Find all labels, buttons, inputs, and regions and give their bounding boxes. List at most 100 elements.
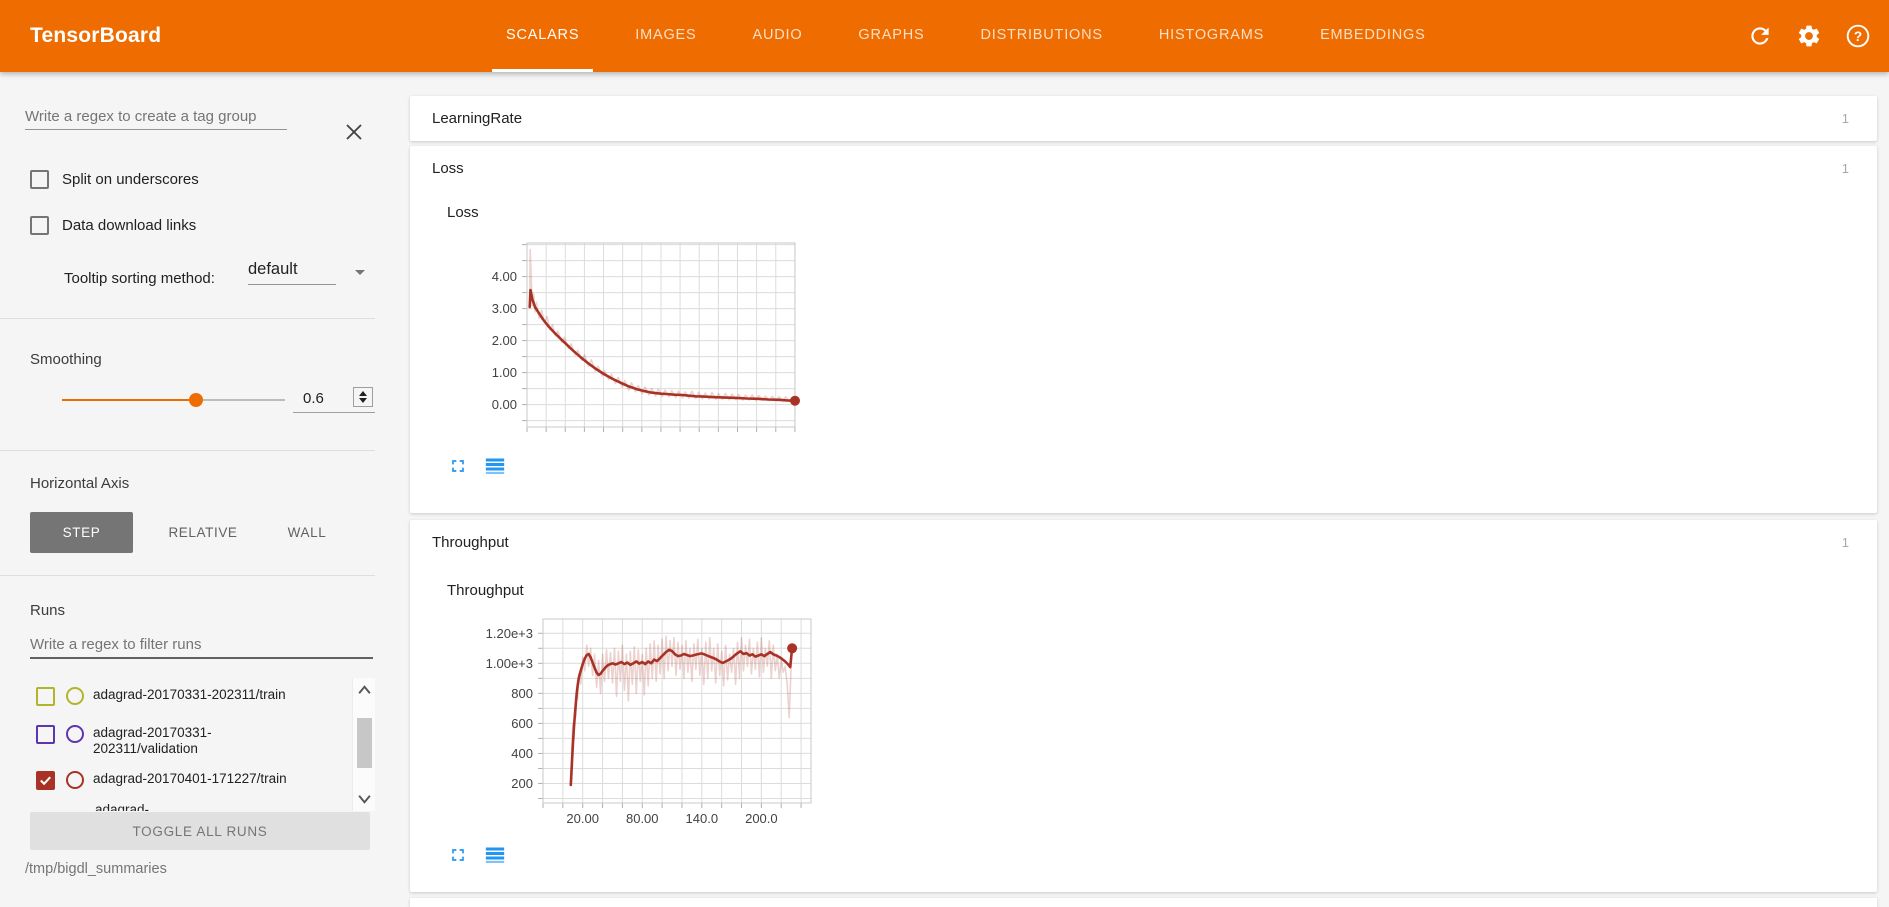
tab-embeddings[interactable]: EMBEDDINGS: [1320, 26, 1426, 43]
smoothing-value-field[interactable]: 0.6: [293, 386, 375, 413]
run-row[interactable]: adagrad-20170331-202311/validation: [30, 725, 308, 757]
section-card-loss: Loss 1 Loss 0.00 1.00 2.00 3.00 4.00: [410, 146, 1877, 513]
section-header[interactable]: LearningRate 1: [410, 96, 1877, 141]
run-name: adagrad-: [95, 802, 150, 811]
tooltip-sorting-label: Tooltip sorting method:: [64, 270, 215, 287]
divider: [0, 450, 375, 451]
smoothing-label: Smoothing: [30, 351, 102, 368]
log-directory-path: /tmp/bigdl_summaries: [25, 861, 167, 877]
run-color-circle-icon: [66, 725, 84, 743]
svg-text:200: 200: [511, 776, 533, 791]
runs-list: adagrad-20170331-202311/train adagrad-20…: [30, 678, 375, 811]
clear-filter-icon[interactable]: [344, 122, 364, 142]
scroll-up-icon[interactable]: [357, 684, 372, 696]
svg-text:2.00: 2.00: [492, 333, 517, 348]
expand-chart-icon[interactable]: [448, 845, 468, 865]
scrollbar-thumb[interactable]: [357, 718, 372, 768]
runs-regex-input[interactable]: [30, 632, 373, 659]
chart-title: Throughput: [447, 582, 524, 599]
run-row[interactable]: adagrad-20170331-202311/train: [30, 687, 308, 706]
header-icons: ?: [1747, 0, 1871, 72]
smoothing-slider[interactable]: [62, 393, 285, 407]
run-color-circle-icon: [66, 771, 84, 789]
toggle-all-runs-button[interactable]: TOGGLE ALL RUNS: [30, 812, 370, 850]
run-selector-stripes-icon[interactable]: [485, 456, 505, 476]
section-card-learningrate: LearningRate 1: [410, 96, 1877, 141]
section-count-badge: 1: [1841, 111, 1849, 126]
sidebar: Split on underscores Data download links…: [0, 72, 375, 907]
section-title: LearningRate: [432, 110, 523, 127]
axis-step-button[interactable]: STEP: [30, 512, 133, 553]
svg-text:4.00: 4.00: [492, 269, 517, 284]
smoothing-value: 0.6: [303, 390, 324, 407]
svg-text:200.0: 200.0: [745, 811, 778, 826]
run-name: adagrad-20170331-202311/validation: [93, 725, 212, 756]
help-icon[interactable]: ?: [1845, 23, 1871, 49]
horizontal-axis-label: Horizontal Axis: [30, 475, 130, 492]
chevron-down-icon[interactable]: [355, 270, 365, 275]
run-row[interactable]: adagrad-20170401-171227/train: [30, 771, 308, 790]
scroll-down-icon[interactable]: [357, 793, 372, 805]
section-header[interactable]: Loss 1: [410, 146, 1877, 191]
throughput-chart[interactable]: 200 400 600 800 1.00e+3 1.20e+3 20.00 80.00 140.…: [453, 609, 833, 834]
svg-text:80.00: 80.00: [626, 811, 659, 826]
chart-toolbar: [448, 456, 505, 476]
tab-bar: SCALARS IMAGES AUDIO GRAPHS DISTRIBUTION…: [492, 0, 1440, 72]
checkbox-label: Split on underscores: [62, 171, 199, 188]
checkbox-icon[interactable]: [30, 170, 49, 189]
svg-text:600: 600: [511, 716, 533, 731]
section-card-throughput: Throughput 1 Throughput 200 400 600 800 1.00…: [410, 520, 1877, 892]
tab-histograms[interactable]: HISTOGRAMS: [1158, 26, 1265, 43]
settings-gear-icon[interactable]: [1796, 23, 1822, 49]
run-name: adagrad-20170331-202311/train: [93, 687, 286, 702]
svg-text:1.20e+3: 1.20e+3: [486, 626, 533, 641]
slider-thumb[interactable]: [188, 393, 203, 407]
next-section-card-partial: [410, 898, 1877, 907]
axis-wall-button[interactable]: WALL: [287, 525, 327, 540]
checkbox-label: Data download links: [62, 217, 197, 234]
svg-text:1.00: 1.00: [492, 365, 517, 380]
axis-relative-button[interactable]: RELATIVE: [168, 525, 238, 540]
svg-text:20.00: 20.00: [566, 811, 599, 826]
section-header[interactable]: Throughput 1: [410, 520, 1877, 565]
divider: [0, 318, 375, 319]
tab-scalars[interactable]: SCALARS: [492, 0, 594, 72]
number-stepper[interactable]: [353, 387, 373, 407]
app-title: TensorBoard: [30, 24, 162, 47]
app-header: TensorBoard SCALARS IMAGES AUDIO GRAPHS …: [0, 0, 1889, 72]
runs-label: Runs: [30, 602, 66, 619]
section-count-badge: 1: [1841, 535, 1849, 550]
tooltip-sorting-dropdown[interactable]: default: [248, 260, 336, 285]
expand-chart-icon[interactable]: [448, 456, 468, 476]
tab-images[interactable]: IMAGES: [635, 26, 697, 43]
run-name: adagrad-20170401-171227/train: [93, 771, 287, 786]
section-count-badge: 1: [1841, 161, 1849, 176]
split-underscores-checkbox-row[interactable]: Split on underscores: [30, 170, 199, 189]
svg-text:400: 400: [511, 746, 533, 761]
tag-group-regex-input[interactable]: [25, 104, 287, 130]
svg-text:140.0: 140.0: [686, 811, 719, 826]
run-checkbox-icon[interactable]: [36, 771, 55, 790]
tab-distributions[interactable]: DISTRIBUTIONS: [980, 26, 1103, 43]
run-checkbox-icon[interactable]: [36, 725, 55, 744]
section-title: Loss: [432, 160, 464, 177]
stepper-down-icon[interactable]: [359, 398, 367, 403]
svg-text:800: 800: [511, 686, 533, 701]
refresh-icon[interactable]: [1747, 23, 1773, 49]
runs-scrollbar[interactable]: [352, 678, 375, 811]
stepper-up-icon[interactable]: [359, 391, 367, 396]
run-checkbox-icon[interactable]: [36, 687, 55, 706]
svg-text:0.00: 0.00: [492, 397, 517, 412]
svg-text:3.00: 3.00: [492, 301, 517, 316]
run-row[interactable]: adagrad-: [30, 802, 310, 811]
loss-chart[interactable]: 0.00 1.00 2.00 3.00 4.00: [437, 233, 817, 458]
tab-graphs[interactable]: GRAPHS: [858, 26, 925, 43]
section-title: Throughput: [432, 534, 509, 551]
svg-text:?: ?: [1854, 29, 1862, 44]
run-color-circle-icon: [66, 687, 84, 705]
checkbox-icon[interactable]: [30, 216, 49, 235]
slider-fill: [62, 399, 196, 401]
data-download-checkbox-row[interactable]: Data download links: [30, 216, 196, 235]
tab-audio[interactable]: AUDIO: [752, 26, 803, 43]
run-selector-stripes-icon[interactable]: [485, 845, 505, 865]
